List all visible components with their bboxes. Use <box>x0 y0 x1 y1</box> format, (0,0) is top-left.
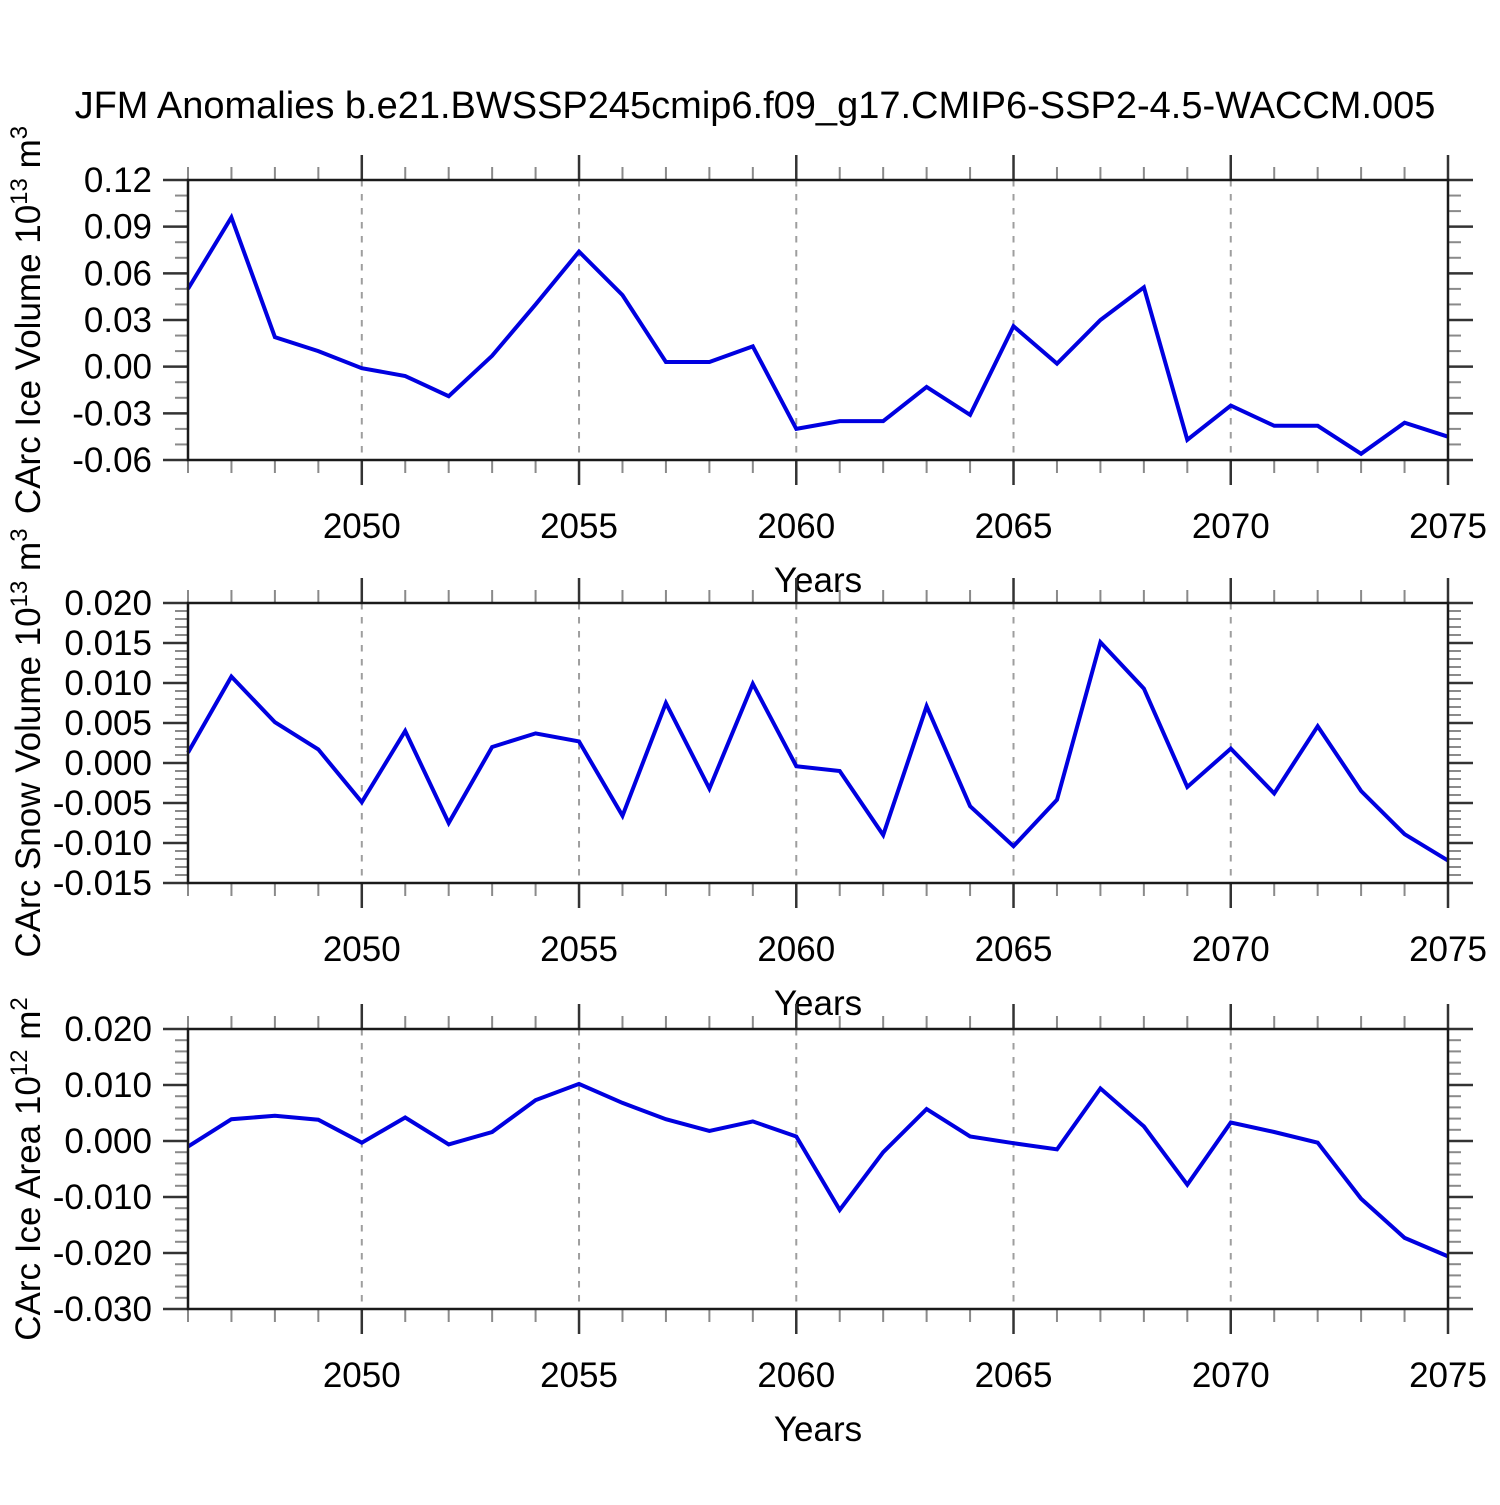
y-axis-title-superscript: 2 <box>6 997 33 1010</box>
y-axis-title-text: CArc Ice Area 10 <box>9 1076 48 1341</box>
y-tick-label: -0.030 <box>53 1290 152 1329</box>
panel-snow-volume: 2050 2055 2060 2065 2070 20750.0200.0150.0100… <box>6 528 1487 1023</box>
panels-group: 2050 2055 2060 2065 2070 2075 0.12 0.09 0.06 0.03… <box>6 126 1487 1449</box>
y-tick-label: 0.09 <box>84 208 152 247</box>
x-tick-label: 2075 <box>1409 930 1487 969</box>
x-tick-label: 2075 <box>1409 507 1487 546</box>
y-tick-label: 0.000 <box>64 1122 152 1161</box>
axes-frame <box>186 178 1450 462</box>
y-tick-label: -0.010 <box>53 1178 152 1217</box>
x-axis-title: Years <box>774 1410 862 1449</box>
y-tick-label: 0.020 <box>64 584 152 623</box>
x-tick-label: 2065 <box>975 930 1053 969</box>
y-tick-label: -0.06 <box>72 441 152 480</box>
y-tick-label: -0.020 <box>53 1234 152 1273</box>
y-tick-label: 0.005 <box>64 704 152 743</box>
x-tick-label: 2050 <box>323 930 401 969</box>
y-axis-title-superscript: 13 <box>6 581 33 608</box>
y-tick-label: 0.010 <box>64 1066 152 1105</box>
x-axis-title: Years <box>774 561 862 600</box>
x-tick-label: 2060 <box>757 507 835 546</box>
y-axis-title: CArc Ice Volume 1013 m3 <box>6 126 48 514</box>
x-tick-label: 2065 <box>975 1356 1053 1395</box>
y-tick-label: -0.005 <box>53 784 152 823</box>
page-title: JFM Anomalies b.e21.BWSSP245cmip6.f09_g1… <box>75 85 1436 127</box>
y-axis-title-text: CArc Snow Volume 10 <box>9 607 48 957</box>
y-tick-label: 0.020 <box>64 1010 152 1049</box>
y-tick-label: 0.015 <box>64 624 152 663</box>
y-tick-label: 0.00 <box>84 348 152 387</box>
axes-frame <box>186 601 1450 885</box>
x-tick-label: 2070 <box>1192 1356 1270 1395</box>
x-tick-label: 2065 <box>975 507 1053 546</box>
y-tick-label: 0.000 <box>64 744 152 783</box>
y-tick-label: -0.015 <box>53 864 152 903</box>
y-axis-title: CArc Snow Volume 1013 m3 <box>6 528 48 957</box>
series-line-snow-volume <box>186 638 1450 863</box>
y-tick-label: -0.010 <box>53 824 152 863</box>
x-tick-label: 2070 <box>1192 930 1270 969</box>
y-tick-label: 0.12 <box>84 161 152 200</box>
panel-ice-area: 2050 2055 2060 2065 2070 2075 0.020 0.010 0.000 -… <box>6 997 1487 1449</box>
axes-frame <box>186 1027 1450 1311</box>
y-axis-title: CArc Ice Area 1012 m2 <box>6 997 48 1341</box>
y-axis-title-text: m <box>9 542 48 581</box>
y-axis-title-text: m <box>9 139 48 178</box>
x-tick-label: 2055 <box>540 1356 618 1395</box>
y-tick-label: 0.06 <box>84 254 152 293</box>
x-tick-label: 2055 <box>540 507 618 546</box>
series-line-ice-area <box>186 1081 1449 1259</box>
x-tick-label: 2055 <box>540 930 618 969</box>
x-tick-label: 2050 <box>323 1356 401 1395</box>
x-tick-label: 2060 <box>757 930 835 969</box>
y-axis-title-superscript: 3 <box>6 528 33 541</box>
x-axis-title: Years <box>774 984 862 1023</box>
y-axis-title-superscript: 13 <box>6 178 33 205</box>
x-tick-label: 2050 <box>323 507 401 546</box>
panel-ice-volume: 2050 2055 2060 2065 2070 2075 0.12 0.09 0.06 0.03… <box>6 126 1487 600</box>
y-axis-title-text: CArc Ice Volume 10 <box>9 205 48 514</box>
x-tick-label: 2075 <box>1409 1356 1487 1395</box>
y-axis-title-superscript: 3 <box>6 126 33 139</box>
x-tick-label: 2070 <box>1192 507 1270 546</box>
y-axis-title-text: m <box>9 1011 48 1050</box>
y-tick-label: -0.03 <box>72 394 152 433</box>
series-line-ice-volume <box>186 212 1449 457</box>
y-axis-title-superscript: 12 <box>6 1049 33 1076</box>
y-tick-label: 0.03 <box>84 301 152 340</box>
y-tick-label: 0.010 <box>64 664 152 703</box>
x-tick-label: 2060 <box>757 1356 835 1395</box>
